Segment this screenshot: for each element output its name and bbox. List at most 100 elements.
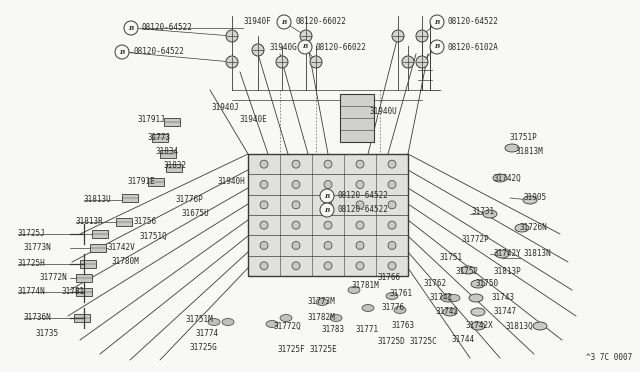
Ellipse shape <box>441 294 455 302</box>
Circle shape <box>356 262 364 270</box>
Text: 31780M: 31780M <box>112 257 140 266</box>
Ellipse shape <box>515 224 529 232</box>
Circle shape <box>260 201 268 209</box>
Text: 31940E: 31940E <box>240 115 268 125</box>
Text: 31744: 31744 <box>452 336 475 344</box>
Circle shape <box>320 189 334 203</box>
Bar <box>340 94 374 142</box>
Circle shape <box>124 21 138 35</box>
Ellipse shape <box>471 308 485 316</box>
Circle shape <box>115 45 129 59</box>
Text: 31725J: 31725J <box>18 230 45 238</box>
Ellipse shape <box>280 314 292 321</box>
Circle shape <box>276 56 288 68</box>
Bar <box>76 274 92 282</box>
Circle shape <box>402 56 414 68</box>
Text: 31766: 31766 <box>378 273 401 282</box>
Ellipse shape <box>266 321 278 327</box>
Text: B: B <box>435 45 440 49</box>
Bar <box>152 134 168 142</box>
Text: 31751: 31751 <box>440 253 463 263</box>
Text: 31813P: 31813P <box>494 267 522 276</box>
Text: 31725F: 31725F <box>278 346 306 355</box>
Circle shape <box>416 56 428 68</box>
Ellipse shape <box>316 298 328 305</box>
Text: 31725H: 31725H <box>18 260 45 269</box>
Circle shape <box>388 201 396 209</box>
Ellipse shape <box>362 305 374 311</box>
Circle shape <box>260 262 268 270</box>
Circle shape <box>226 30 238 42</box>
Circle shape <box>310 56 322 68</box>
Bar <box>166 164 182 172</box>
Circle shape <box>292 180 300 189</box>
Circle shape <box>356 180 364 189</box>
Ellipse shape <box>330 314 342 321</box>
Text: 31736N: 31736N <box>24 314 52 323</box>
Circle shape <box>252 44 264 56</box>
Text: B: B <box>282 19 287 25</box>
Text: 31725D: 31725D <box>378 337 406 346</box>
Text: B: B <box>435 19 440 25</box>
Circle shape <box>324 201 332 209</box>
Text: 31783: 31783 <box>322 326 345 334</box>
Circle shape <box>277 15 291 29</box>
Text: 31791E: 31791E <box>128 177 156 186</box>
Text: 31813N: 31813N <box>524 250 552 259</box>
Bar <box>80 260 96 268</box>
Ellipse shape <box>386 292 398 299</box>
Ellipse shape <box>493 174 507 182</box>
Circle shape <box>356 221 364 229</box>
Circle shape <box>324 262 332 270</box>
Text: 31772N: 31772N <box>40 273 68 282</box>
Text: 31763: 31763 <box>392 321 415 330</box>
Text: 08120-66022: 08120-66022 <box>295 17 346 26</box>
Text: B: B <box>324 208 330 212</box>
Text: B: B <box>324 193 330 199</box>
Text: 31772Q: 31772Q <box>274 321 301 330</box>
Circle shape <box>324 221 332 229</box>
Text: 31813Q: 31813Q <box>506 321 534 330</box>
Ellipse shape <box>471 280 485 288</box>
Text: 31781: 31781 <box>62 288 85 296</box>
Text: 31725E: 31725E <box>310 346 338 355</box>
Text: 31726N: 31726N <box>520 224 548 232</box>
Text: 31773N: 31773N <box>24 244 52 253</box>
Ellipse shape <box>469 294 483 302</box>
Circle shape <box>292 221 300 229</box>
Text: 31940F: 31940F <box>243 17 271 26</box>
Ellipse shape <box>483 210 497 218</box>
Bar <box>160 150 176 158</box>
Text: 31781M: 31781M <box>352 282 380 291</box>
Circle shape <box>226 56 238 68</box>
Text: 08120-64522: 08120-64522 <box>448 17 499 26</box>
Ellipse shape <box>505 144 519 152</box>
Text: 31834: 31834 <box>155 148 178 157</box>
Ellipse shape <box>443 308 457 316</box>
Bar <box>76 288 92 296</box>
Text: 31940J: 31940J <box>212 103 240 112</box>
Circle shape <box>298 40 312 54</box>
Text: 31731: 31731 <box>472 208 495 217</box>
Text: 31742Q: 31742Q <box>494 173 522 183</box>
Text: 31742: 31742 <box>436 308 459 317</box>
Text: 31742X: 31742X <box>466 321 493 330</box>
Bar <box>92 230 108 238</box>
Text: 31751P: 31751P <box>510 134 538 142</box>
Text: 31813M: 31813M <box>516 148 544 157</box>
Text: 31761: 31761 <box>390 289 413 298</box>
Bar <box>148 178 164 186</box>
Text: 31751Q: 31751Q <box>140 231 168 241</box>
Circle shape <box>324 160 332 168</box>
Text: 31776: 31776 <box>382 304 405 312</box>
Circle shape <box>388 180 396 189</box>
Text: 31774: 31774 <box>196 330 219 339</box>
Circle shape <box>292 241 300 250</box>
Circle shape <box>300 30 312 42</box>
Circle shape <box>320 203 334 217</box>
Circle shape <box>356 160 364 168</box>
Circle shape <box>260 241 268 250</box>
Text: 31751M: 31751M <box>186 315 214 324</box>
Ellipse shape <box>222 318 234 326</box>
Text: 08120-64522: 08120-64522 <box>133 48 184 57</box>
